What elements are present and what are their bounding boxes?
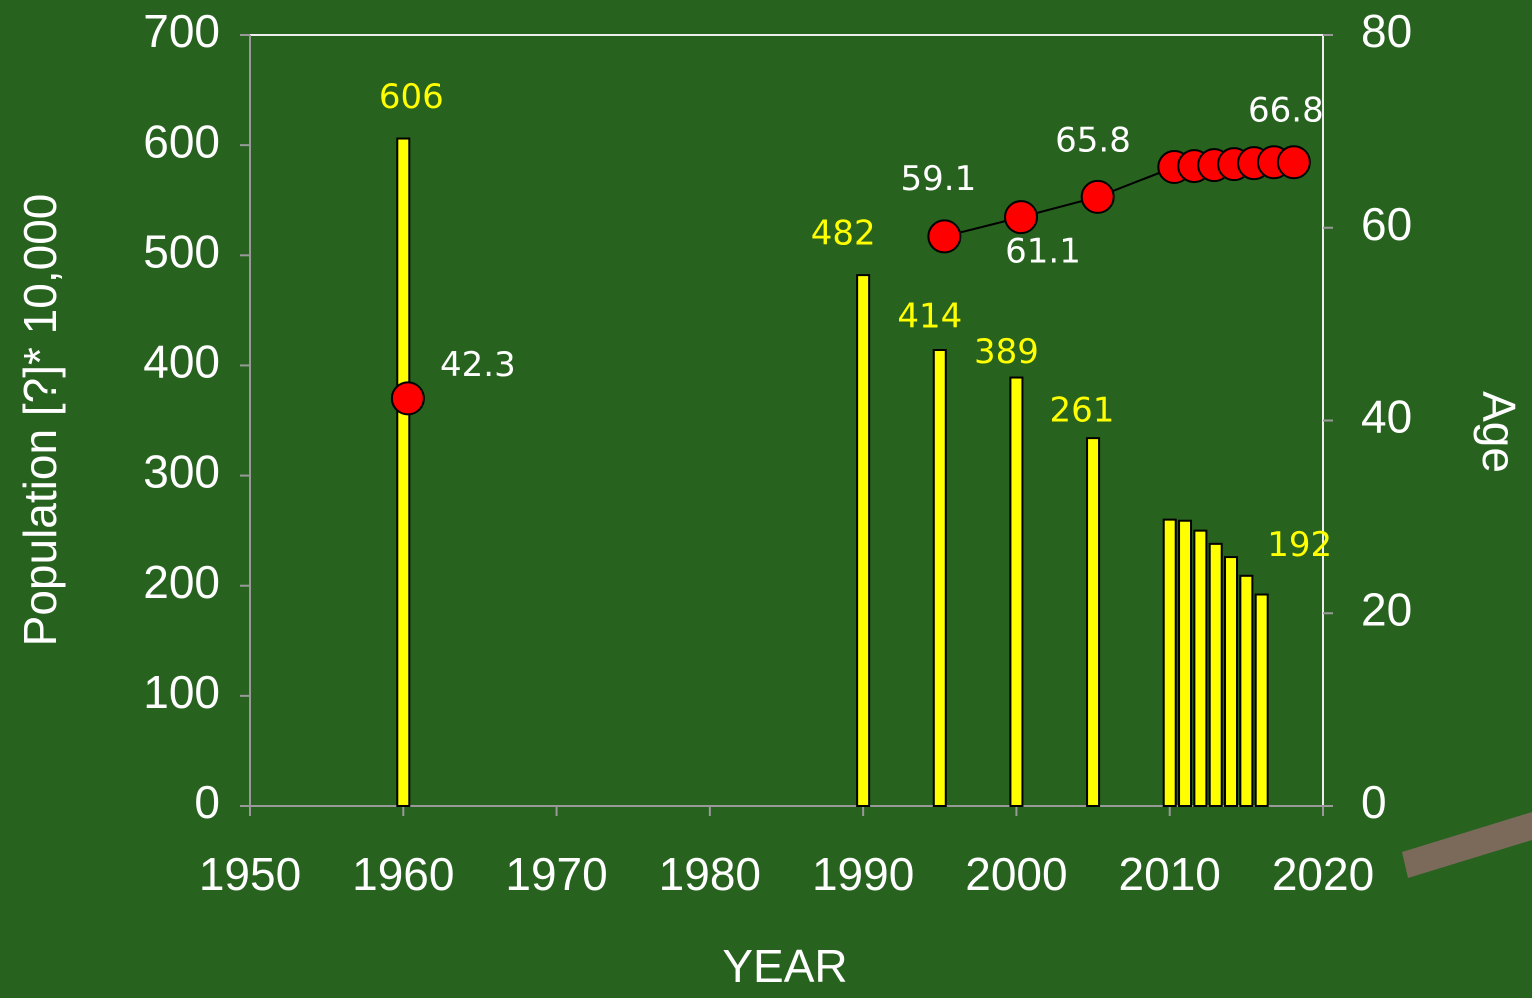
- y-tick-label: 700: [143, 5, 220, 57]
- data-label: 66.8: [1248, 91, 1324, 131]
- y2-axis-title: Age: [1473, 391, 1525, 473]
- data-label: 414: [897, 297, 962, 337]
- bar: [1208, 542, 1223, 807]
- data-label: 59.1: [901, 159, 977, 199]
- y-tick-label: 400: [143, 336, 220, 388]
- x-tick-label: 2020: [1272, 848, 1374, 900]
- x-tick-label: 1960: [352, 848, 454, 900]
- bar: [1086, 437, 1101, 807]
- y2-tick-label: 20: [1361, 583, 1412, 635]
- data-label: 192: [1267, 525, 1332, 565]
- annotation: 65.8: [1055, 121, 1131, 161]
- data-label: 42.3: [440, 345, 516, 385]
- bar: [1178, 519, 1193, 807]
- y-tick-label: 200: [143, 556, 220, 608]
- y-axis-title: Population [?]* 10,000: [14, 194, 66, 647]
- data-label: 606: [379, 77, 444, 117]
- x-tick-label: 1990: [812, 848, 914, 900]
- marker: [390, 381, 425, 416]
- bar: [1254, 593, 1269, 807]
- bar: [396, 137, 411, 807]
- x-tick-label: 1950: [199, 848, 301, 900]
- marker: [927, 219, 962, 254]
- bar: [1239, 574, 1254, 808]
- x-axis-title: YEAR: [722, 940, 847, 992]
- marker: [1080, 179, 1115, 214]
- x-tick-label: 1970: [505, 848, 607, 900]
- bar: [856, 274, 871, 807]
- bar: [1009, 376, 1024, 807]
- bar: [1193, 529, 1208, 808]
- x-tick-label: 2010: [1119, 848, 1221, 900]
- y-tick-label: 500: [143, 225, 220, 277]
- y-tick-label: 600: [143, 115, 220, 167]
- y2-tick-label: 40: [1361, 391, 1412, 443]
- y-tick-label: 0: [194, 776, 220, 828]
- marker: [1276, 145, 1311, 180]
- x-tick-label: 2000: [965, 848, 1067, 900]
- bar: [1162, 518, 1177, 808]
- y2-tick-label: 80: [1361, 5, 1412, 57]
- y-tick-label: 300: [143, 446, 220, 498]
- y2-tick-label: 0: [1361, 776, 1387, 828]
- x-tick-label: 1980: [659, 848, 761, 900]
- chalk: [1402, 812, 1532, 878]
- y-tick-label: 100: [143, 666, 220, 718]
- bar: [932, 349, 947, 807]
- bar: [1224, 556, 1239, 807]
- data-label: 61.1: [1005, 232, 1081, 272]
- annotation: 261: [1050, 391, 1115, 431]
- marker: [1004, 200, 1039, 235]
- data-label: 389: [974, 332, 1039, 372]
- y2-tick-label: 60: [1361, 198, 1412, 250]
- data-label: 482: [811, 214, 876, 254]
